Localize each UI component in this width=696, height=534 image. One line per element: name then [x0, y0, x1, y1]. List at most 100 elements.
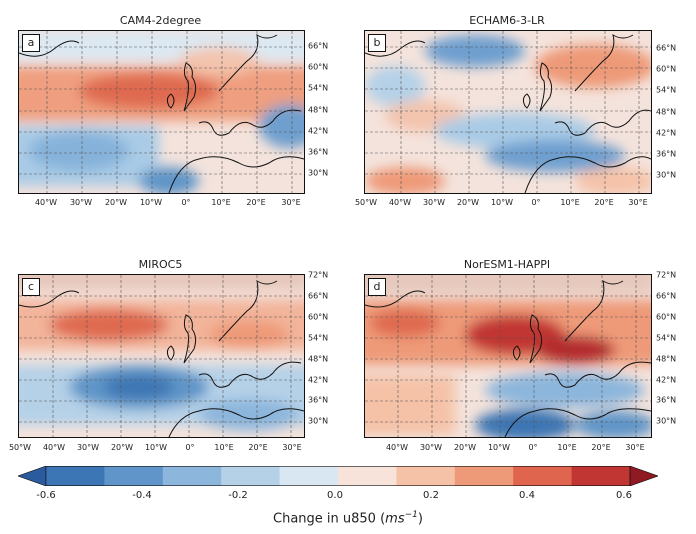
panel-b-ytick: 42°N	[656, 128, 677, 138]
colorbar-segment	[162, 466, 222, 486]
panel-d-ytick: 30°N	[656, 416, 677, 426]
panel-b-xtick: 10°W	[490, 198, 514, 207]
colorbar-tick: -0.6	[36, 490, 56, 501]
panel-a-xtick: 20°E	[246, 198, 266, 207]
panel-d-ytick: 42°N	[656, 375, 677, 385]
panel-a-letter: a	[22, 34, 40, 52]
panel-d-title: NorESM1-HAPPI	[463, 258, 551, 271]
panel-b-xtick: 30°E	[628, 198, 648, 207]
panel-c-letter: c	[22, 278, 40, 296]
colorbar-tick: 0.2	[423, 490, 439, 501]
panel-d-ytick: 36°N	[656, 395, 677, 405]
panel-c-xtick: 20°E	[248, 443, 268, 452]
colorbar-segment	[46, 466, 105, 486]
panel-a-xtick: 0°	[181, 198, 191, 207]
panel-a-xtick: 30°W	[69, 198, 93, 207]
colorbar-tick: 0.6	[616, 490, 632, 501]
panel-c-ytick: 54°N	[308, 333, 329, 343]
panel-d-xtick: 30°W	[419, 443, 443, 452]
panel-b-xtick: 30°W	[422, 198, 446, 207]
panel-d-ytick: 60°N	[656, 312, 677, 322]
panel-a-title: CAM4-2degree	[119, 14, 202, 27]
panel-b-xtick: 0°	[531, 198, 541, 207]
panel-a-map: a	[18, 30, 305, 194]
colorbar-segment	[513, 466, 573, 486]
panel-b-xtick: 20°W	[456, 198, 480, 207]
panel-c-ytick: 72°N	[308, 270, 329, 280]
panel-c-ytick: 66°N	[308, 291, 329, 301]
panel-b-title: ECHAM6-3-LR	[469, 14, 545, 27]
panel-b-ytick: 54°N	[656, 85, 677, 95]
panel-c-xtick: 40°W	[42, 443, 66, 452]
colorbar-tick: 0.4	[519, 490, 535, 501]
panel-a-ytick: 60°N	[308, 62, 329, 72]
colorbar-tick: -0.2	[228, 490, 248, 501]
panel-b-xtick: 40°W	[388, 198, 412, 207]
panel-d-ytick: 54°N	[656, 333, 677, 343]
colorbar-segment	[338, 466, 397, 486]
panel-c-xtick: 30°E	[282, 443, 302, 452]
panel-c-ytick: 42°N	[308, 375, 329, 385]
colorbar-extend-high	[629, 466, 658, 486]
colorbar-border	[45, 466, 631, 486]
panel-b-ytick: 36°N	[656, 149, 677, 159]
panel-b-map: b	[364, 30, 652, 194]
panel-b-letter: b	[368, 34, 386, 52]
colorbar-segment	[221, 466, 281, 486]
panel-a-xtick: 30°E	[281, 198, 301, 207]
panel-d-xtick: 10°E	[557, 443, 577, 452]
panel-b-ytick: 66°N	[656, 43, 677, 53]
colorbar-label-prefix: Change in u850 (	[273, 511, 386, 527]
panel-c-xtick: 10°W	[144, 443, 168, 452]
panel-a-xtick: 10°W	[139, 198, 163, 207]
colorbar-label-unit: ms	[385, 511, 405, 527]
panel-d-map: d	[364, 274, 652, 438]
panel-d-xtick: 20°E	[591, 443, 611, 452]
panel-d-ytick: 72°N	[656, 270, 677, 280]
panel-d-ytick: 48°N	[656, 354, 677, 364]
colorbar	[18, 466, 658, 486]
panel-d-xtick: 10°W	[487, 443, 511, 452]
panel-a-ytick: 42°N	[308, 126, 329, 136]
panel-d-xtick: 20°W	[453, 443, 477, 452]
panel-c-ytick: 60°N	[308, 312, 329, 322]
panel-b-xtick: 20°E	[594, 198, 614, 207]
colorbar-segment	[571, 466, 631, 486]
colorbar-label-exponent: −1	[404, 510, 418, 520]
panel-a-ytick: 30°N	[308, 168, 329, 178]
panel-c-xtick: 10°E	[214, 443, 234, 452]
panel-b-ytick: 60°N	[656, 64, 677, 74]
panel-d-xtick: 40°W	[385, 443, 409, 452]
panel-b-xtick: 50°W	[354, 198, 378, 207]
panel-b-ytick: 30°N	[656, 170, 677, 180]
colorbar-tick: -0.4	[132, 490, 152, 501]
panel-d-xtick: 0°	[528, 443, 538, 452]
panel-c-map: c	[18, 274, 305, 438]
panel-a-xtick: 10°E	[211, 198, 231, 207]
colorbar-label: Change in u850 (ms−1)	[0, 510, 696, 526]
panel-c-xtick: 0°	[185, 443, 195, 452]
colorbar-segment	[104, 466, 164, 486]
panel-a-ytick: 48°N	[308, 105, 329, 115]
colorbar-segment	[454, 466, 514, 486]
panel-d-letter: d	[368, 278, 386, 296]
panel-d-xtick: 30°E	[625, 443, 645, 452]
colorbar-extend-low	[18, 466, 47, 486]
panel-a-xtick: 40°W	[34, 198, 58, 207]
panel-c-ytick: 36°N	[308, 395, 329, 405]
panel-a-ytick: 36°N	[308, 147, 329, 157]
panel-c-ytick: 48°N	[308, 354, 329, 364]
panel-c-xtick: 50°W	[8, 443, 32, 452]
panel-c-xtick: 20°W	[110, 443, 134, 452]
panel-a-ytick: 54°N	[308, 83, 329, 93]
colorbar-segment	[279, 466, 339, 486]
panel-a-ytick: 66°N	[308, 41, 329, 51]
panel-c-ytick: 30°N	[308, 416, 329, 426]
colorbar-tick: 0.0	[327, 490, 343, 501]
colorbar-label-suffix: )	[417, 511, 423, 527]
panel-a-xtick: 20°W	[104, 198, 128, 207]
panel-d-ytick: 66°N	[656, 291, 677, 301]
panel-b-ytick: 48°N	[656, 107, 677, 117]
panel-c-xtick: 30°W	[76, 443, 100, 452]
panel-b-xtick: 10°E	[560, 198, 580, 207]
